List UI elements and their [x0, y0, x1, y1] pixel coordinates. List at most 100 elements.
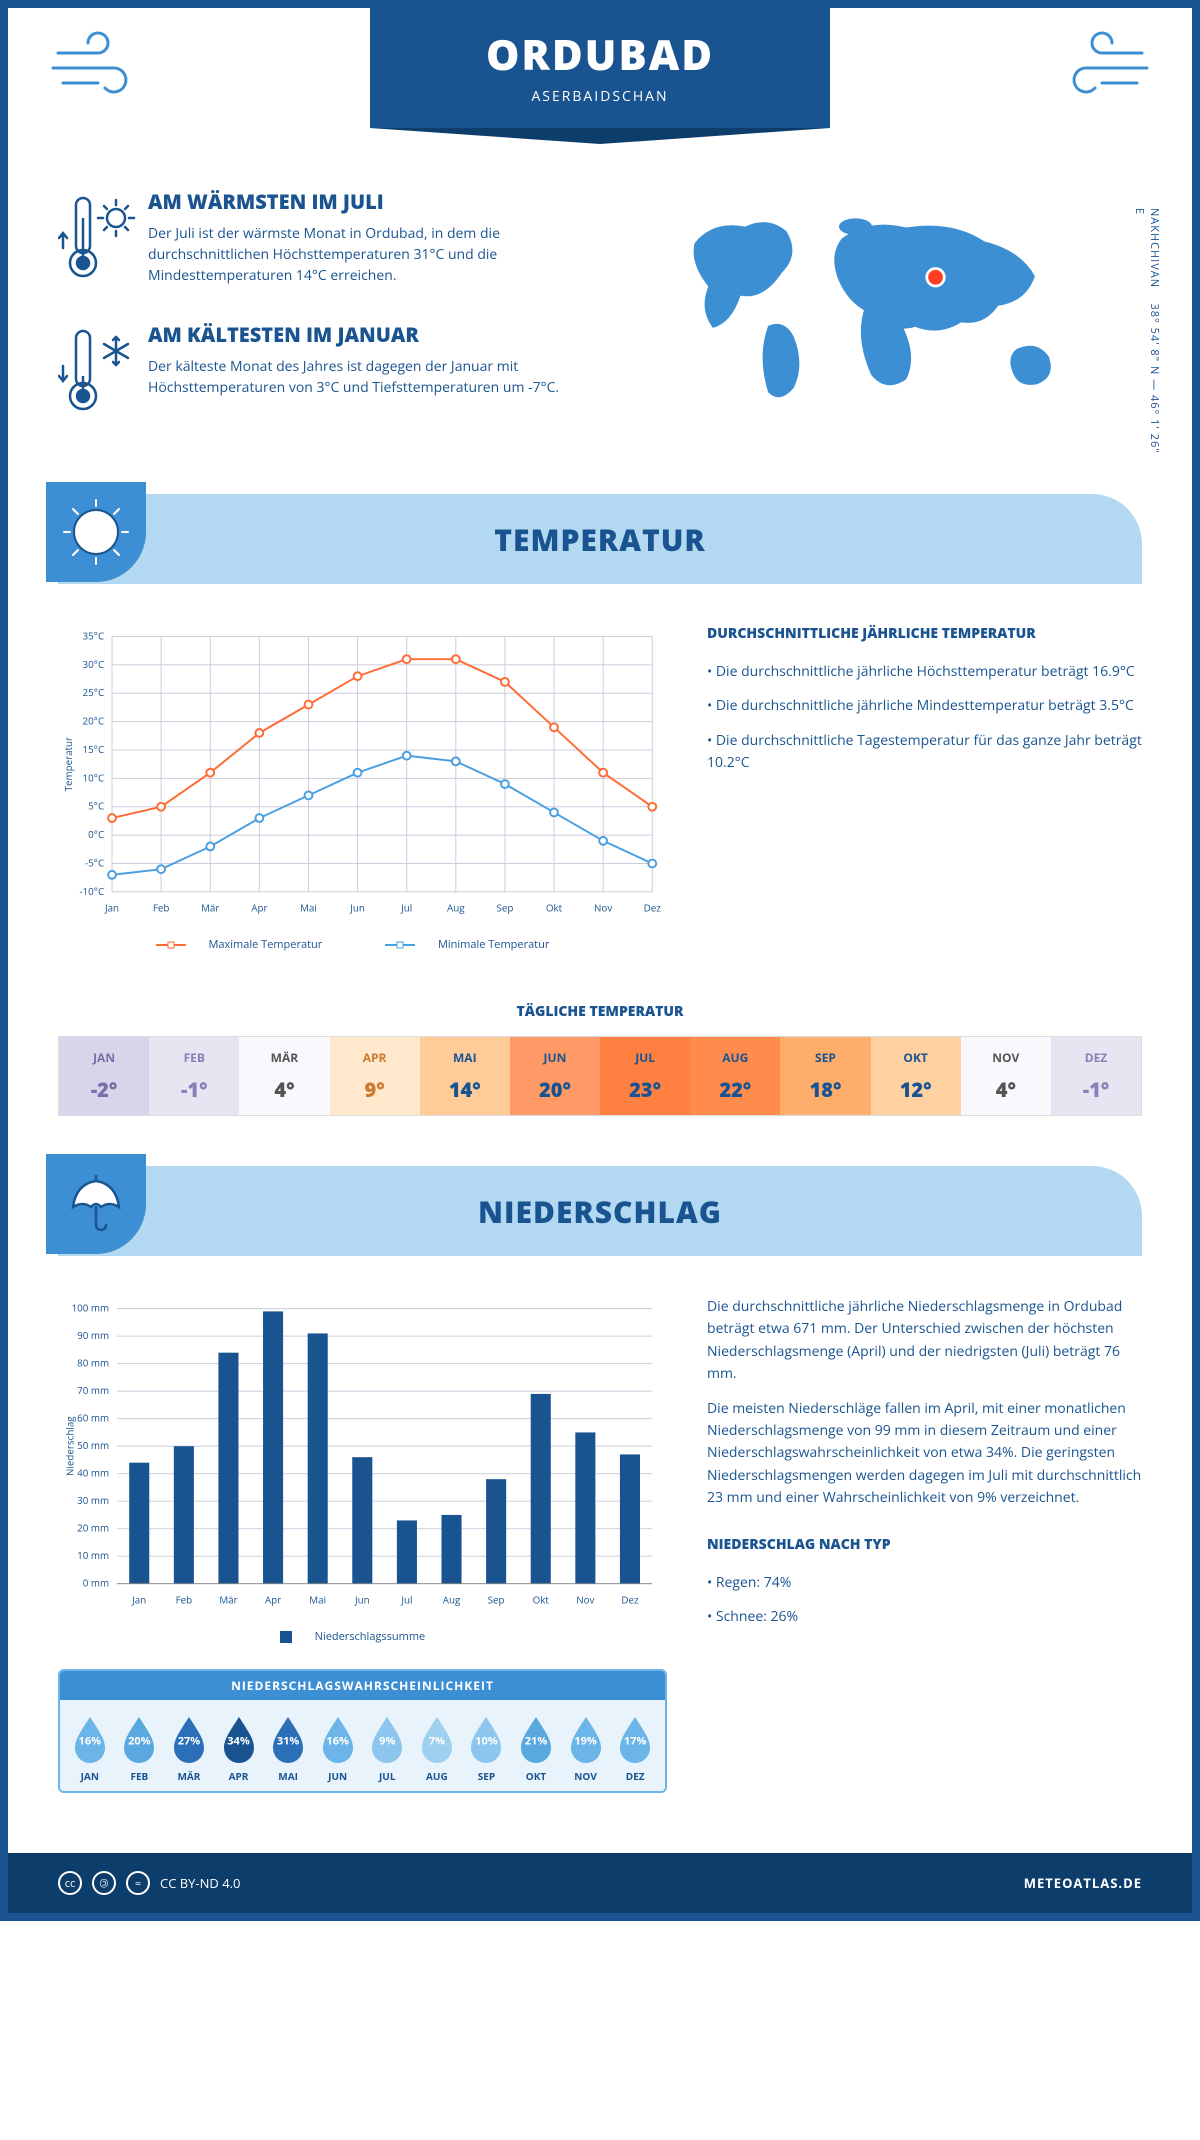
warmest-block: AM WÄRMSTEN IM JULI Der Juli ist der wär… — [58, 188, 585, 293]
svg-text:Sep: Sep — [496, 902, 513, 915]
thermometer-sun-icon — [58, 188, 148, 293]
precipitation-section-header: NIEDERSCHLAG — [58, 1166, 1142, 1256]
svg-text:Mai: Mai — [309, 1593, 326, 1606]
svg-text:Mär: Mär — [201, 902, 219, 915]
city-name: ORDUBAD — [370, 26, 830, 83]
svg-text:Apr: Apr — [265, 1593, 281, 1606]
svg-text:Aug: Aug — [447, 902, 465, 915]
drop-icon: 19% — [567, 1715, 605, 1763]
daily-temperature-strip: JAN-2°FEB-1°MÄR4°APR9°MAI14°JUN20°JUL23°… — [58, 1036, 1142, 1116]
svg-text:Niederschlag: Niederschlag — [64, 1416, 77, 1476]
probability-cell: 10%SEP — [462, 1715, 512, 1783]
svg-text:Jan: Jan — [104, 902, 119, 915]
svg-text:20°C: 20°C — [83, 715, 105, 728]
probability-row: 16%JAN20%FEB27%MÄR34%APR31%MAI16%JUN9%JU… — [60, 1700, 665, 1791]
temp-cell: FEB-1° — [149, 1037, 239, 1115]
svg-text:Dez: Dez — [644, 902, 662, 915]
country-name: ASERBAIDSCHAN — [370, 87, 830, 106]
svg-text:25°C: 25°C — [83, 686, 105, 699]
temperature-chart-column: -10°C-5°C0°C5°C10°C15°C20°C25°C30°C35°CJ… — [58, 624, 667, 952]
svg-text:Okt: Okt — [546, 902, 563, 915]
drop-icon: 21% — [517, 1715, 555, 1763]
title-ribbon: ORDUBAD ASERBAIDSCHAN — [370, 8, 830, 128]
temp-cell: JAN-2° — [59, 1037, 149, 1115]
drop-icon: 17% — [616, 1715, 654, 1763]
wind-icon — [1042, 28, 1152, 113]
drop-icon: 34% — [220, 1715, 258, 1763]
section-title: TEMPERATUR — [494, 519, 705, 560]
svg-text:Okt: Okt — [533, 1593, 550, 1606]
thermometer-snow-icon — [58, 321, 148, 426]
svg-text:90 mm: 90 mm — [77, 1329, 109, 1342]
temp-cell: MÄR4° — [239, 1037, 329, 1115]
svg-text:Jul: Jul — [400, 902, 412, 915]
probability-cell: 21%OKT — [511, 1715, 561, 1783]
precipitation-legend: Niederschlagssumme — [58, 1629, 667, 1644]
temp-cell: NOV4° — [961, 1037, 1051, 1115]
probability-cell: 9%JUL — [362, 1715, 412, 1783]
svg-text:30 mm: 30 mm — [77, 1494, 109, 1507]
map-column: NAKHCHIVAN 38° 54' 8" N — 46° 1' 26" E — [615, 188, 1142, 454]
svg-text:Mai: Mai — [300, 902, 317, 915]
temperature-line-chart: -10°C-5°C0°C5°C10°C15°C20°C25°C30°C35°CJ… — [58, 624, 667, 924]
precip-type-bullet: • Regen: 74% — [707, 1572, 1142, 1594]
probability-cell: 31%MAI — [263, 1715, 313, 1783]
svg-text:Sep: Sep — [488, 1593, 505, 1606]
coldest-block: AM KÄLTESTEN IM JANUAR Der kälteste Mona… — [58, 321, 585, 426]
svg-text:10 mm: 10 mm — [77, 1549, 109, 1562]
precipitation-body: 0 mm10 mm20 mm30 mm40 mm50 mm60 mm70 mm8… — [8, 1256, 1192, 1813]
svg-text:Dez: Dez — [621, 1593, 639, 1606]
header: ORDUBAD ASERBAIDSCHAN — [8, 8, 1192, 168]
drop-icon: 27% — [170, 1715, 208, 1763]
temperature-legend: Maximale Temperatur Minimale Temperatur — [58, 937, 667, 952]
temperature-stats-column: DURCHSCHNITTLICHE JÄHRLICHE TEMPERATUR •… — [667, 624, 1142, 952]
probability-cell: 20%FEB — [115, 1715, 165, 1783]
stat-bullet: • Die durchschnittliche Tagestemperatur … — [707, 730, 1142, 775]
stats-title: DURCHSCHNITTLICHE JÄHRLICHE TEMPERATUR — [707, 624, 1142, 643]
probability-cell: 34%APR — [214, 1715, 264, 1783]
umbrella-icon — [46, 1154, 146, 1254]
drop-icon: 10% — [467, 1715, 505, 1763]
svg-text:-10°C: -10°C — [79, 885, 104, 898]
nd-icon: = — [126, 1871, 150, 1895]
temp-cell: AUG22° — [690, 1037, 780, 1115]
precipitation-probability-box: NIEDERSCHLAGSWAHRSCHEINLICHKEIT 16%JAN20… — [58, 1669, 667, 1793]
drop-icon: 31% — [269, 1715, 307, 1763]
temp-cell: SEP18° — [780, 1037, 870, 1115]
probability-cell: 19%NOV — [561, 1715, 611, 1783]
drop-icon: 16% — [71, 1715, 109, 1763]
precip-paragraph: Die durchschnittliche jährliche Niedersc… — [707, 1296, 1142, 1386]
svg-text:15°C: 15°C — [83, 743, 105, 756]
drop-icon: 20% — [120, 1715, 158, 1763]
temp-cell: DEZ-1° — [1051, 1037, 1141, 1115]
probability-title: NIEDERSCHLAGSWAHRSCHEINLICHKEIT — [60, 1671, 665, 1700]
svg-text:30°C: 30°C — [83, 658, 105, 671]
drop-icon: 9% — [368, 1715, 406, 1763]
stat-bullet: • Die durchschnittliche jährliche Höchst… — [707, 661, 1142, 683]
svg-text:40 mm: 40 mm — [77, 1467, 109, 1480]
svg-text:Aug: Aug — [443, 1593, 461, 1606]
site-name: METEOATLAS.DE — [1024, 1874, 1142, 1892]
stat-bullet: • Die durchschnittliche jährliche Mindes… — [707, 695, 1142, 717]
svg-text:Jun: Jun — [354, 1593, 370, 1606]
section-title: NIEDERSCHLAG — [478, 1191, 722, 1232]
infographic-page: ORDUBAD ASERBAIDSCHAN AM WÄRMSTEN IM JUL… — [0, 0, 1200, 1921]
svg-text:Jul: Jul — [400, 1593, 412, 1606]
intro-section: AM WÄRMSTEN IM JULI Der Juli ist der wär… — [8, 168, 1192, 484]
warmest-title: AM WÄRMSTEN IM JULI — [148, 188, 585, 215]
svg-text:35°C: 35°C — [83, 629, 105, 642]
svg-text:Temperatur: Temperatur — [62, 737, 75, 792]
svg-text:Jan: Jan — [131, 1593, 146, 1606]
wind-icon — [48, 28, 158, 113]
precip-type-title: NIEDERSCHLAG NACH TYP — [707, 1535, 1142, 1554]
coordinates-label: NAKHCHIVAN 38° 54' 8" N — 46° 1' 26" E — [1132, 208, 1162, 454]
precipitation-chart-column: 0 mm10 mm20 mm30 mm40 mm50 mm60 mm70 mm8… — [58, 1296, 667, 1793]
by-icon: 🄯 — [92, 1871, 116, 1895]
temp-cell: JUN20° — [510, 1037, 600, 1115]
precipitation-text-column: Die durchschnittliche jährliche Niedersc… — [667, 1296, 1142, 1793]
svg-text:Nov: Nov — [594, 902, 612, 915]
coldest-title: AM KÄLTESTEN IM JANUAR — [148, 321, 585, 348]
temp-cell: MAI14° — [420, 1037, 510, 1115]
probability-cell: 16%JUN — [313, 1715, 363, 1783]
svg-text:50 mm: 50 mm — [77, 1439, 109, 1452]
